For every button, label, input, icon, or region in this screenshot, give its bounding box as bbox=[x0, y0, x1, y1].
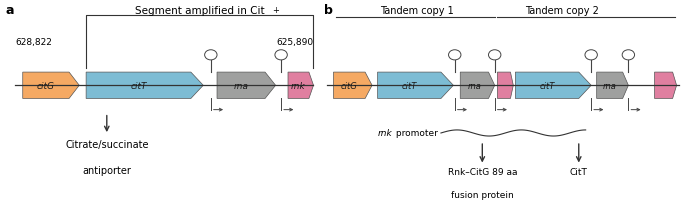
Text: citT: citT bbox=[130, 81, 147, 90]
Text: rna: rna bbox=[467, 81, 482, 90]
Ellipse shape bbox=[449, 50, 461, 61]
Text: rna: rna bbox=[234, 81, 249, 90]
FancyArrow shape bbox=[86, 73, 203, 99]
Text: citT: citT bbox=[402, 81, 417, 90]
Text: antiporter: antiporter bbox=[83, 166, 131, 176]
Text: citT: citT bbox=[539, 81, 555, 90]
Ellipse shape bbox=[489, 50, 501, 61]
Text: 625,890: 625,890 bbox=[276, 38, 313, 47]
Text: a: a bbox=[6, 4, 14, 17]
FancyArrow shape bbox=[217, 73, 276, 99]
FancyArrow shape bbox=[655, 73, 677, 99]
Ellipse shape bbox=[205, 50, 217, 61]
Text: CitT: CitT bbox=[570, 168, 588, 177]
FancyArrow shape bbox=[497, 73, 513, 99]
Text: Tandem copy 1: Tandem copy 1 bbox=[380, 6, 454, 16]
Ellipse shape bbox=[585, 50, 597, 61]
FancyArrow shape bbox=[288, 73, 313, 99]
Text: promoter: promoter bbox=[393, 129, 438, 138]
Ellipse shape bbox=[622, 50, 635, 61]
FancyArrow shape bbox=[515, 73, 591, 99]
Text: +: + bbox=[272, 6, 279, 15]
Text: rnk: rnk bbox=[291, 81, 306, 90]
FancyArrow shape bbox=[333, 73, 372, 99]
FancyArrow shape bbox=[597, 73, 628, 99]
Text: 628,822: 628,822 bbox=[15, 38, 52, 47]
Text: citG: citG bbox=[37, 81, 55, 90]
Text: Citrate/succinate: Citrate/succinate bbox=[65, 139, 149, 149]
Text: b: b bbox=[324, 4, 333, 17]
Text: citG: citG bbox=[341, 81, 358, 90]
FancyArrow shape bbox=[460, 73, 495, 99]
Text: rna: rna bbox=[603, 81, 617, 90]
Text: rnk: rnk bbox=[378, 129, 393, 138]
Ellipse shape bbox=[275, 50, 287, 61]
FancyArrow shape bbox=[378, 73, 453, 99]
FancyArrow shape bbox=[23, 73, 79, 99]
Text: Tandem copy 2: Tandem copy 2 bbox=[524, 6, 599, 16]
Text: Segment amplified in Cit: Segment amplified in Cit bbox=[135, 6, 265, 16]
Text: fusion protein: fusion protein bbox=[451, 190, 514, 199]
Text: Rnk–CitG 89 aa: Rnk–CitG 89 aa bbox=[448, 168, 517, 177]
